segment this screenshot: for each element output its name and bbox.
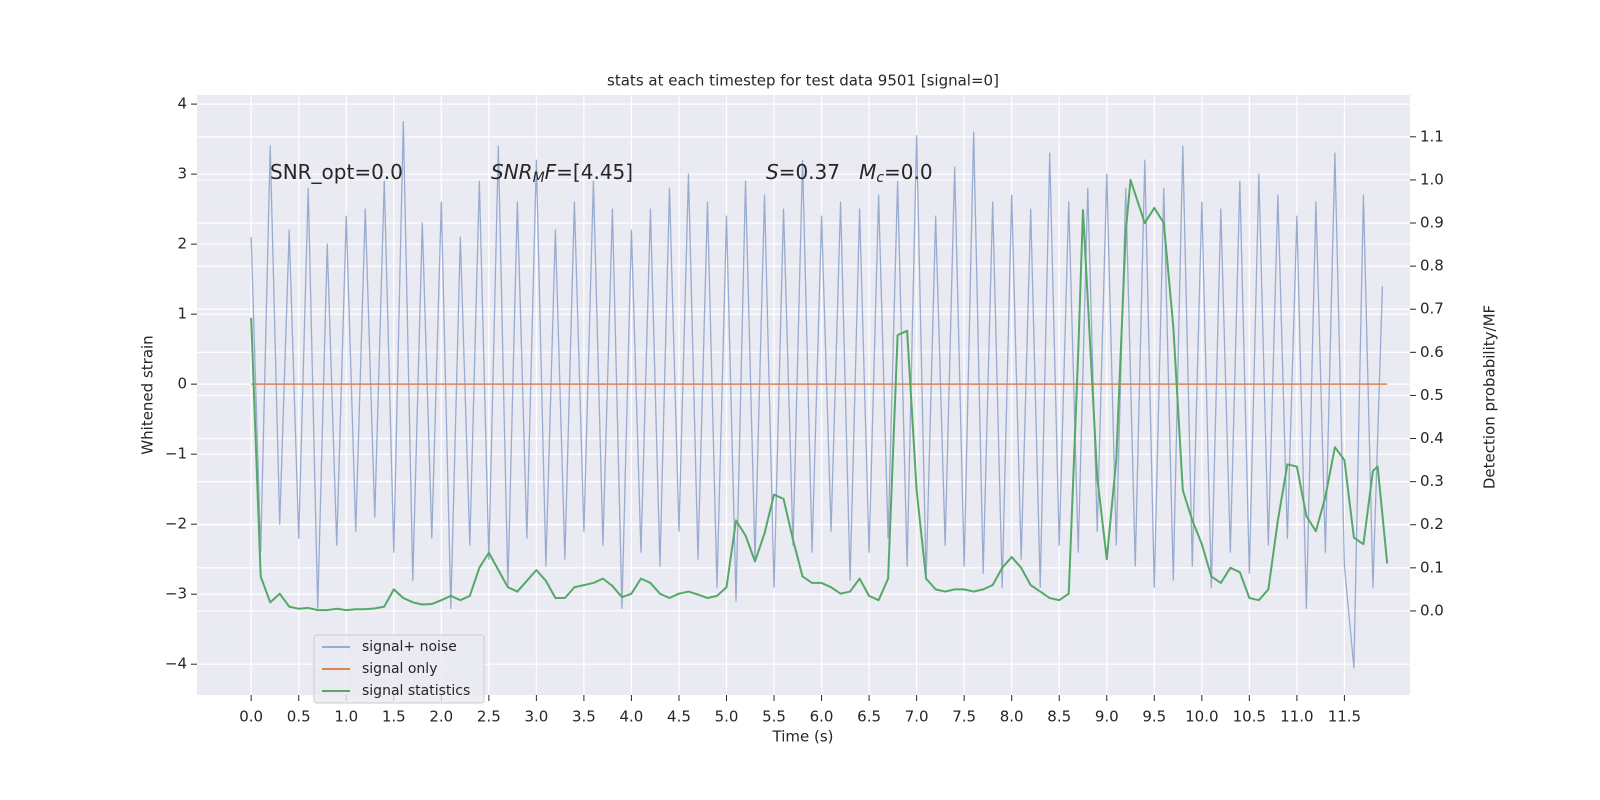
- x-tick-label: 7.5: [952, 708, 976, 726]
- annotation-part: =[4.45]: [556, 160, 633, 184]
- y2-tick-label: 0.2: [1420, 515, 1444, 533]
- y2-tick-label: 0.1: [1420, 558, 1444, 576]
- x-tick-label: 1.0: [334, 708, 358, 726]
- y2-tick-label: 1.1: [1420, 127, 1444, 145]
- legend-box: [313, 634, 485, 704]
- legend-label: signal statistics: [362, 683, 470, 699]
- annotation-part: M: [533, 170, 545, 186]
- x-axis-label: Time (s): [772, 728, 834, 746]
- annotation-part: SNR_opt=0.0: [270, 160, 403, 184]
- x-tick-label: 2.0: [429, 708, 453, 726]
- annotation: S=0.37 Mc=0.0: [766, 160, 933, 187]
- annotation-part: =0.37: [779, 160, 859, 184]
- y-tick-label: 0: [177, 375, 187, 393]
- y2-tick-label: 0.7: [1420, 300, 1444, 318]
- y2-axis-label: Detection probability/MF: [1481, 305, 1499, 489]
- y-tick-label: −3: [165, 585, 187, 603]
- x-tick-label: 5.0: [715, 708, 739, 726]
- x-tick-label: 8.5: [1047, 708, 1071, 726]
- x-tick-label: 9.5: [1142, 708, 1166, 726]
- y-tick-label: 3: [177, 165, 187, 183]
- y-tick-label: −4: [165, 655, 187, 673]
- x-tick-label: 4.0: [620, 708, 644, 726]
- y-tick-label: 4: [177, 95, 187, 113]
- y-tick-label: 2: [177, 235, 187, 253]
- chart-title: stats at each timestep for test data 950…: [607, 72, 999, 90]
- y2-tick-label: 0.9: [1420, 214, 1444, 232]
- annotation-part: c: [876, 170, 884, 186]
- y-axis-label: Whitened strain: [139, 335, 157, 454]
- annotation: SNRMF=[4.45]: [491, 160, 633, 187]
- y2-tick-label: 1.0: [1420, 170, 1444, 188]
- x-tick-label: 6.0: [810, 708, 834, 726]
- x-tick-label: 8.0: [1000, 708, 1024, 726]
- x-tick-label: 0.0: [239, 708, 263, 726]
- x-tick-label: 2.5: [477, 708, 501, 726]
- y2-tick-label: 0.4: [1420, 429, 1444, 447]
- annotation-part: SNR: [491, 160, 533, 184]
- legend-label: signal only: [362, 661, 437, 677]
- x-tick-label: 9.0: [1095, 708, 1119, 726]
- annotation-part: =0.0: [884, 160, 933, 184]
- annotation: SNR_opt=0.0: [270, 160, 403, 184]
- series-line: [250, 178, 1389, 612]
- annotation-part: M: [859, 160, 876, 184]
- x-tick-label: 11.0: [1280, 708, 1313, 726]
- y-tick-label: −1: [165, 445, 187, 463]
- y2-tick-label: 0.5: [1420, 386, 1444, 404]
- y2-tick-label: 0.0: [1420, 601, 1444, 619]
- y-tick-label: 1: [177, 305, 187, 323]
- x-tick-label: 4.5: [667, 708, 691, 726]
- annotation-part: F: [545, 160, 557, 184]
- y2-tick-label: 0.6: [1420, 343, 1444, 361]
- x-tick-label: 11.5: [1328, 708, 1361, 726]
- x-tick-label: 6.5: [857, 708, 881, 726]
- x-tick-label: 5.5: [762, 708, 786, 726]
- legend-label: signal+ noise: [362, 639, 457, 655]
- annotation-part: S: [766, 160, 779, 184]
- x-tick-label: 3.0: [524, 708, 548, 726]
- y2-tick-label: 0.3: [1420, 472, 1444, 490]
- y2-tick-label: 0.8: [1420, 257, 1444, 275]
- x-tick-label: 0.5: [287, 708, 311, 726]
- x-tick-label: 10.0: [1185, 708, 1218, 726]
- x-tick-label: 3.5: [572, 708, 596, 726]
- y-tick-label: −2: [165, 515, 187, 533]
- x-tick-label: 1.5: [382, 708, 406, 726]
- x-tick-label: 7.0: [905, 708, 929, 726]
- x-tick-label: 10.5: [1233, 708, 1266, 726]
